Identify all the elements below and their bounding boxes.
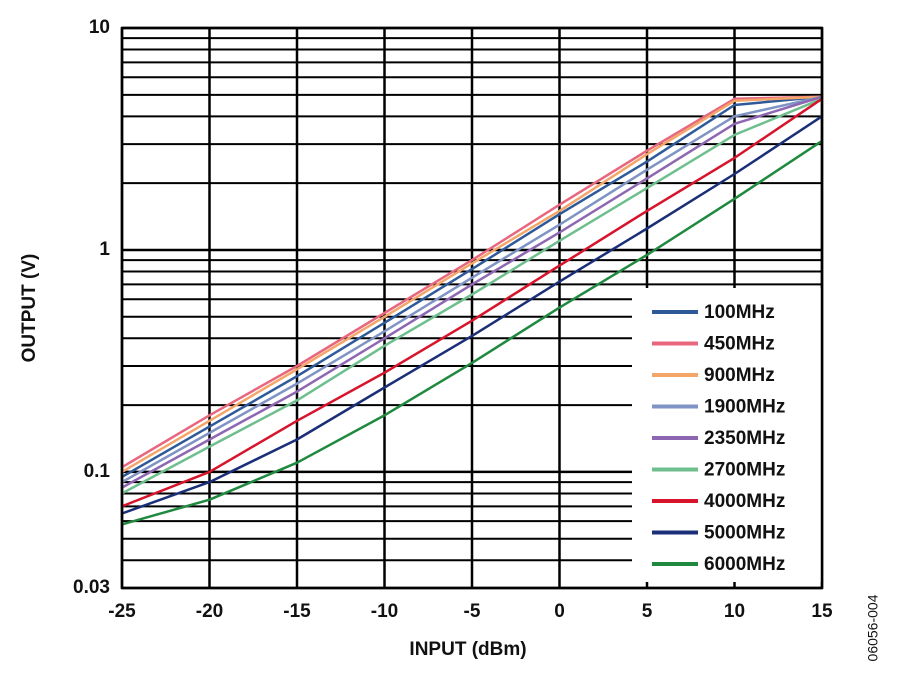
legend-label: 100MHz xyxy=(704,302,775,323)
y-tick-label: 0.03 xyxy=(73,577,110,598)
series-line xyxy=(121,139,823,526)
x-tick-label: -25 xyxy=(108,601,136,622)
x-tick-label: 10 xyxy=(724,601,745,622)
y-tick-label: 1 xyxy=(99,239,110,260)
legend-label: 6000MHz xyxy=(704,554,785,575)
legend-label: 900MHz xyxy=(704,365,775,386)
series-line xyxy=(121,95,823,469)
series-line xyxy=(121,95,823,484)
legend-label: 1900MHz xyxy=(704,397,785,418)
x-tick-label: -15 xyxy=(283,601,311,622)
series-line xyxy=(121,95,823,489)
series-line xyxy=(121,97,823,508)
x-tick-label: -10 xyxy=(371,601,398,622)
x-tick-label: -5 xyxy=(464,601,481,622)
x-tick-label: 0 xyxy=(554,601,565,622)
series-line xyxy=(121,95,823,478)
x-tick-label: 15 xyxy=(811,601,833,622)
legend-label: 5000MHz xyxy=(704,523,785,544)
plot-frame xyxy=(120,26,824,590)
legend-label: 450MHz xyxy=(704,334,775,355)
y-tick-label: 0.1 xyxy=(84,461,111,482)
y-axis-label: OUTPUT (V) xyxy=(19,254,40,363)
series-line xyxy=(121,95,823,473)
x-axis-label: INPUT (dBm) xyxy=(409,639,526,660)
y-tick-label: 10 xyxy=(89,17,110,38)
series-line xyxy=(121,115,823,515)
legend-label: 2700MHz xyxy=(704,460,785,481)
legend-label: 2350MHz xyxy=(704,428,785,449)
figure-note: 06056-004 xyxy=(865,594,881,661)
legend-label: 4000MHz xyxy=(704,491,785,512)
series-line xyxy=(121,97,823,495)
x-tick-label: 5 xyxy=(642,601,653,622)
x-tick-label: -20 xyxy=(196,601,223,622)
